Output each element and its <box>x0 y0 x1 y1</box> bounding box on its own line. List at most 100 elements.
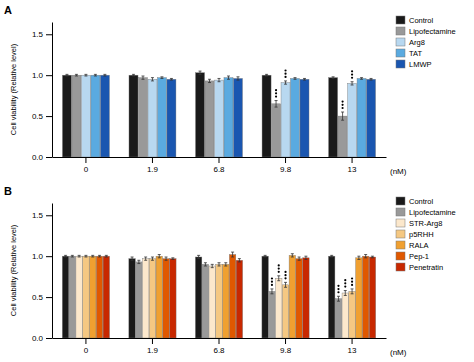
bar <box>195 257 201 338</box>
tick-mark <box>85 157 86 163</box>
tick: 13 <box>348 157 357 174</box>
error-bar-cap <box>208 79 211 80</box>
error-bar-line <box>228 76 229 79</box>
bar <box>81 75 90 157</box>
error-bar-cap <box>218 78 221 79</box>
bar <box>229 255 235 338</box>
legend-entry: Lipofectamine <box>396 27 456 36</box>
error-bar-cap <box>294 79 297 80</box>
error-bar-cap <box>265 76 268 77</box>
error-bar-line <box>265 255 266 257</box>
series <box>81 69 356 157</box>
error-bar-cap <box>151 77 154 78</box>
significance-dot <box>284 76 286 78</box>
error-bar-cap <box>231 257 234 258</box>
error-bar-cap <box>171 257 174 258</box>
error-bar-cap <box>264 255 267 256</box>
bar <box>76 256 82 338</box>
significance-dot <box>351 277 353 279</box>
error-bar-cap <box>103 76 106 77</box>
tick: 0 <box>84 338 89 355</box>
error-bar <box>291 254 294 257</box>
error-bar-line <box>152 78 153 81</box>
error-bar-cap <box>132 74 135 75</box>
significance-dot <box>284 274 286 276</box>
error-bar <box>103 74 106 76</box>
error-bar-cap <box>330 257 333 258</box>
error-bar <box>160 77 163 79</box>
error-bar <box>351 289 354 294</box>
error-bar <box>284 81 287 84</box>
error-bar-cap <box>105 255 108 256</box>
error-bar <box>238 259 241 262</box>
tick: 1.9 <box>147 157 159 174</box>
error-bar <box>330 255 333 257</box>
bar <box>96 256 102 338</box>
error-bar-line <box>232 252 233 257</box>
error-bar-cap <box>371 257 374 258</box>
bar <box>91 75 100 157</box>
significance-dot <box>284 277 286 279</box>
axis-line <box>52 204 53 339</box>
bar <box>262 256 268 338</box>
significance-dot <box>275 95 277 97</box>
bar <box>338 116 347 157</box>
error-bar-line <box>219 263 220 266</box>
error-bar-cap <box>165 260 168 261</box>
legend-label: Control <box>409 16 434 25</box>
error-bar-line <box>352 289 353 294</box>
error-bar-line <box>285 81 286 84</box>
legend-entry: Control <box>396 197 434 206</box>
axis-line <box>52 23 53 158</box>
error-bar-cap <box>132 76 135 77</box>
error-bar-cap <box>131 260 134 261</box>
legend-label: Penetratin <box>409 263 443 272</box>
tick-label: 1.5 <box>32 211 44 220</box>
legend-label: RALA <box>409 241 429 250</box>
bar <box>136 262 142 338</box>
significance-dot <box>271 281 273 283</box>
error-bar-cap <box>298 260 301 261</box>
y-axis: 0.00.51.01.5 <box>32 204 53 344</box>
legend-swatch <box>396 230 405 238</box>
error-bar-line <box>342 112 343 120</box>
error-bar-cap <box>265 74 268 75</box>
error-bar-cap <box>98 257 101 258</box>
series <box>100 74 375 157</box>
error-bar-cap <box>144 260 147 261</box>
error-bar-cap <box>64 257 67 258</box>
error-bar <box>197 255 200 258</box>
error-bar-line <box>138 260 139 263</box>
error-bar <box>84 255 87 257</box>
tick: 1.9 <box>147 338 159 355</box>
significance-dot <box>351 73 353 75</box>
tick-label: 0.5 <box>32 112 44 121</box>
error-bar-line <box>237 77 238 80</box>
error-bar-line <box>145 257 146 260</box>
series <box>76 255 349 338</box>
significance-dot <box>275 89 277 91</box>
error-bar-cap <box>344 290 347 291</box>
significance-dot <box>284 69 286 71</box>
tick-mark <box>46 116 52 117</box>
error-bar-cap <box>91 257 94 258</box>
error-bar <box>371 256 374 258</box>
legend-entry: TAT <box>396 49 422 58</box>
error-bar-cap <box>351 85 354 86</box>
error-bar <box>303 78 306 80</box>
error-bar <box>364 255 367 258</box>
error-bar-cap <box>351 293 354 294</box>
error-bar-line <box>333 77 334 79</box>
legend-entry: Penetratin <box>396 263 443 272</box>
error-bar-cap <box>218 266 221 267</box>
tick-mark <box>46 34 52 35</box>
tick: 0 <box>84 157 89 174</box>
error-bar-line <box>365 255 366 258</box>
tick-mark <box>46 75 52 76</box>
error-bar-line <box>198 255 199 258</box>
error-bar-cap <box>197 258 200 259</box>
error-bar-line <box>171 78 172 80</box>
error-bar-cap <box>199 71 202 72</box>
significance-dot <box>341 104 343 106</box>
bar <box>129 75 138 157</box>
